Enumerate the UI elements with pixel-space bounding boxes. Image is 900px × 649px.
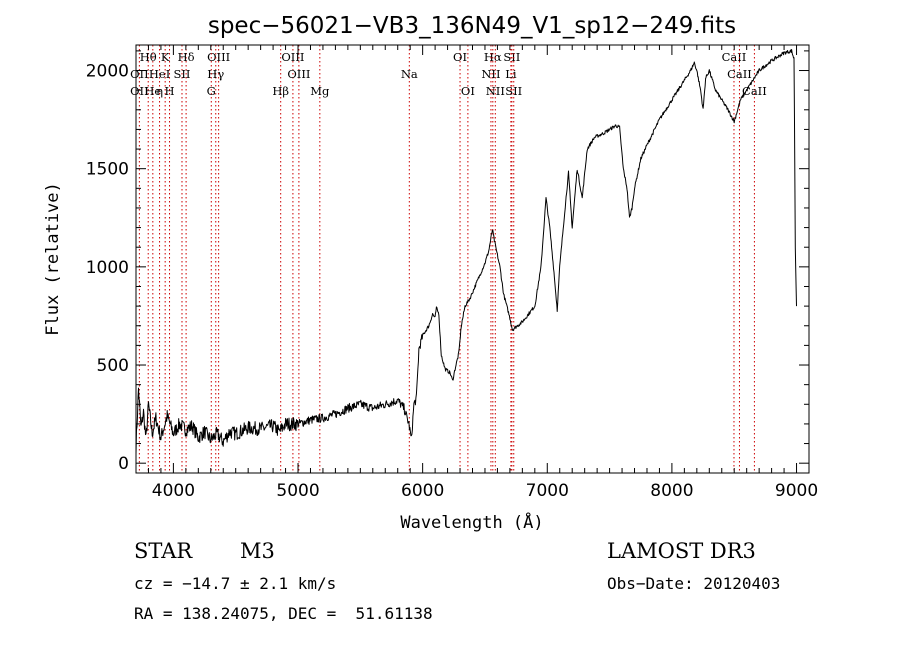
y-tick-label: 1500 — [86, 160, 129, 180]
x-tick-label: 7000 — [526, 481, 569, 501]
spectral-line-label: NII — [486, 84, 505, 98]
spectral-line-label: Hβ — [272, 84, 289, 98]
spectral-line-label: SII — [174, 67, 191, 81]
spectrum-series — [135, 49, 797, 455]
spectral-line-label: CaII — [722, 50, 747, 64]
y-tick-label: 0 — [118, 454, 129, 474]
spectral-line-label: K — [161, 50, 170, 64]
spectral-line-label: Na — [401, 67, 418, 81]
spectrum-line — [135, 49, 797, 455]
spectral-line-label: SII — [505, 84, 522, 98]
y-tick-label: 1000 — [86, 258, 129, 278]
redshift-cz: cz = −14.7 ± 2.1 km/s — [134, 574, 337, 593]
y-axis-label: Flux (relative) — [43, 182, 63, 336]
spectral-line-label: CaII — [727, 67, 752, 81]
y-tick-label: 2000 — [86, 62, 129, 82]
x-axis-label: Wavelength (Å) — [400, 511, 543, 533]
object-class: STAR — [134, 539, 193, 563]
x-tick-label: 4000 — [152, 481, 195, 501]
spectral-line-label: He — [144, 84, 161, 98]
x-tick-label: 5000 — [276, 481, 319, 501]
spectral-line-label: η — [156, 84, 163, 98]
x-tick-label: 8000 — [650, 481, 693, 501]
spectral-line-label: Hα — [484, 50, 502, 64]
y-tick-label: 500 — [97, 356, 129, 376]
spectral-line-label: OIII — [287, 67, 310, 81]
spectral-line-label: OII — [130, 84, 149, 98]
spectral-line-label: NII — [481, 67, 500, 81]
spectral-line-label: Hθ — [140, 50, 157, 64]
observation-date: Obs−Date: 20120403 — [607, 574, 781, 593]
chart-title: spec−56021−VB3_136N49_V1_sp12−249.fits — [208, 13, 736, 39]
x-tick-label: 9000 — [775, 481, 818, 501]
spectral-line-label: OI — [461, 84, 475, 98]
spectral-line-label: OI — [453, 50, 467, 64]
spectral-line-label: HeI — [149, 67, 170, 81]
spectral-line-label: Hγ — [207, 67, 224, 81]
plot-frame — [135, 44, 810, 474]
coordinates: RA = 138.24075, DEC = 51.61138 — [134, 604, 433, 623]
axis-ticks: 4000 5000 6000 7000 8000 9000 0 500 1000 1500 2000 — [86, 45, 818, 501]
spectral-line-label: Hδ — [178, 50, 195, 64]
spectral-line-label: SII — [503, 50, 520, 64]
spectral-line-label: OII — [130, 67, 149, 81]
survey-name: LAMOST DR3 — [607, 539, 756, 563]
spectral-line-label: G — [207, 84, 216, 98]
spectral-line-label: OIII — [207, 50, 230, 64]
spectral-line-label: Mg — [310, 84, 330, 98]
spectral-line-label: Li — [505, 67, 517, 81]
x-tick-label: 6000 — [401, 481, 444, 501]
spectral-line-label: OIII — [281, 50, 304, 64]
spectral-line-label: H — [165, 84, 175, 98]
object-subclass: M3 — [240, 539, 275, 563]
